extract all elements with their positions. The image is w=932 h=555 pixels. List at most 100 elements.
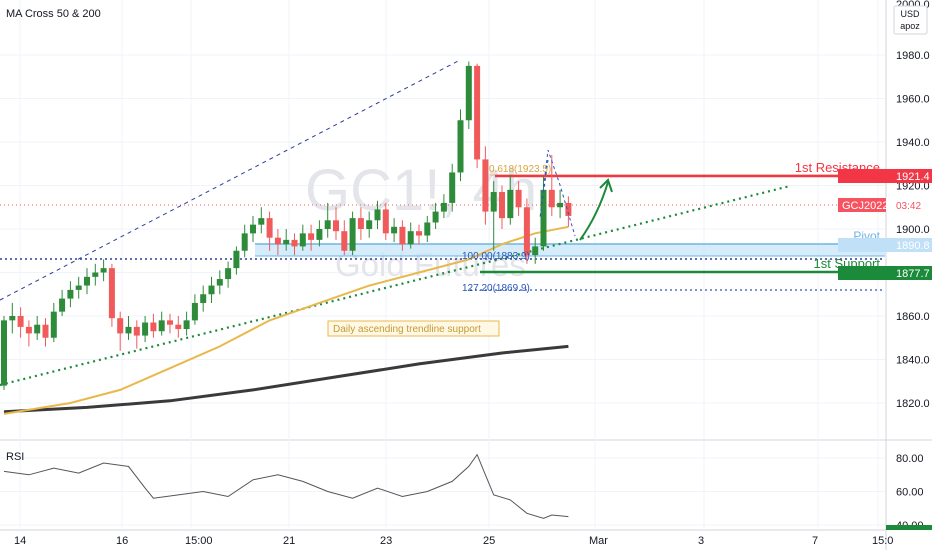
candle-body bbox=[175, 324, 182, 330]
candle-body bbox=[391, 226, 398, 234]
candle-body bbox=[50, 311, 57, 338]
ma200-line bbox=[3, 344, 569, 414]
candle-body bbox=[167, 320, 173, 325]
bullish-arrow bbox=[579, 181, 609, 241]
candle-body bbox=[108, 268, 115, 319]
price-tick-label: 1980.0 bbox=[896, 50, 930, 62]
trendline-callout-box bbox=[327, 320, 500, 337]
candle-body bbox=[100, 268, 107, 273]
rsi-tick-label: 60.00 bbox=[896, 487, 924, 499]
time-tick-label: 3 bbox=[698, 535, 704, 547]
price-tick-label: 1820.0 bbox=[896, 398, 930, 410]
candle-body bbox=[399, 226, 406, 245]
candle-body bbox=[357, 218, 364, 229]
user-label[interactable]: apoz bbox=[900, 21, 920, 31]
price-tags: 1921.4 GCJ2022 03:42 1890.8 1877.7 bbox=[838, 169, 932, 280]
candle-body bbox=[333, 220, 339, 232]
support-price-tag: 1877.7 bbox=[896, 268, 930, 280]
candle-body bbox=[258, 218, 265, 225]
candle-body bbox=[291, 239, 298, 247]
rsi-line bbox=[3, 453, 569, 519]
daily-ascending-trendline bbox=[0, 184, 791, 387]
time-tick-label: 7 bbox=[812, 535, 818, 547]
time-tick-label: 25 bbox=[483, 535, 495, 547]
candle-body bbox=[1, 320, 7, 386]
candle-body bbox=[540, 189, 547, 247]
candle-body bbox=[92, 272, 99, 277]
candle-body bbox=[250, 224, 256, 234]
candle-body bbox=[191, 302, 198, 321]
candle-body bbox=[25, 326, 32, 334]
candle-body bbox=[308, 233, 315, 240]
candle-body bbox=[67, 289, 74, 299]
main-pane[interactable] bbox=[0, 0, 886, 440]
candle-body bbox=[59, 298, 66, 312]
pivot-price-tag-axis-bg bbox=[886, 238, 932, 252]
candle-body bbox=[274, 237, 281, 245]
candle-body bbox=[117, 318, 124, 334]
indicator-title[interactable]: MA Cross 50 & 200 bbox=[6, 8, 101, 20]
rsi-title: RSI bbox=[6, 451, 24, 463]
fib-618-label: 0.618(1923.5) bbox=[489, 164, 551, 175]
candle-body bbox=[349, 218, 356, 251]
projection-zigzag bbox=[539, 149, 576, 237]
candle-body bbox=[416, 231, 422, 236]
candle-body bbox=[84, 276, 90, 286]
resistance-price-tag: 1921.4 bbox=[896, 171, 930, 183]
bullish-arrow-head bbox=[599, 178, 613, 193]
currency-menu[interactable]: USD apoz bbox=[893, 5, 928, 35]
candle-body bbox=[407, 231, 414, 245]
candle-body bbox=[449, 172, 456, 203]
countdown-label: 03:42 bbox=[896, 201, 921, 212]
candle-body bbox=[283, 239, 290, 245]
time-axis[interactable]: 14 16 15:00 21 23 25 Mar 3 7 15:0 bbox=[14, 535, 893, 547]
candle-body bbox=[557, 202, 564, 208]
candle-body bbox=[183, 320, 190, 330]
candle-body bbox=[565, 202, 572, 216]
rising-dashed-trendline bbox=[0, 59, 461, 301]
candle-body bbox=[499, 192, 505, 219]
candle-body bbox=[17, 316, 24, 327]
time-tick-label: Mar bbox=[589, 535, 608, 547]
candle-body bbox=[507, 189, 514, 219]
candle-body bbox=[341, 231, 348, 251]
pivot-zone bbox=[255, 244, 885, 256]
candle-body bbox=[515, 189, 522, 208]
candles bbox=[1, 61, 572, 390]
price-tick-label: 1940.0 bbox=[896, 137, 930, 149]
price-tick-label: 1860.0 bbox=[896, 311, 930, 323]
rsi-tick-label: 80.00 bbox=[896, 453, 924, 465]
pivot-price-tag-bg bbox=[838, 238, 886, 252]
price-tick-label: 1840.0 bbox=[896, 355, 930, 367]
candle-body bbox=[225, 268, 232, 280]
countdown-bg bbox=[886, 198, 932, 212]
pivot-price-tag: 1890.8 bbox=[896, 240, 930, 252]
support-price-tag-axis-bg bbox=[886, 266, 932, 280]
candle-body bbox=[548, 189, 555, 208]
resistance-price-tag-axis-bg bbox=[886, 169, 932, 183]
currency-menu-box[interactable] bbox=[893, 5, 928, 35]
resistance-price-tag-bg bbox=[838, 169, 886, 183]
currency-label[interactable]: USD bbox=[900, 9, 920, 19]
symbol-price-tag: GCJ2022 bbox=[842, 200, 888, 212]
candle-body bbox=[158, 320, 165, 332]
candle-body bbox=[133, 326, 140, 336]
trendline-callout: Daily ascending trendline support bbox=[333, 324, 481, 335]
candle-body bbox=[532, 246, 539, 256]
time-tick-label: 15:00 bbox=[185, 535, 213, 547]
time-tick-label: 21 bbox=[283, 535, 295, 547]
candle-body bbox=[233, 250, 240, 269]
candle-body bbox=[324, 220, 331, 229]
candle-body bbox=[34, 324, 41, 334]
price-tick-label: 1900.0 bbox=[896, 224, 930, 236]
ma50-line bbox=[3, 225, 569, 415]
candle-body bbox=[216, 279, 223, 286]
support-price-tag-bg bbox=[838, 266, 886, 280]
fib-1272-label: 127.20(1869.9) bbox=[462, 283, 530, 294]
candle-body bbox=[490, 192, 497, 212]
candle-body bbox=[523, 207, 530, 256]
candle-body bbox=[474, 65, 481, 160]
